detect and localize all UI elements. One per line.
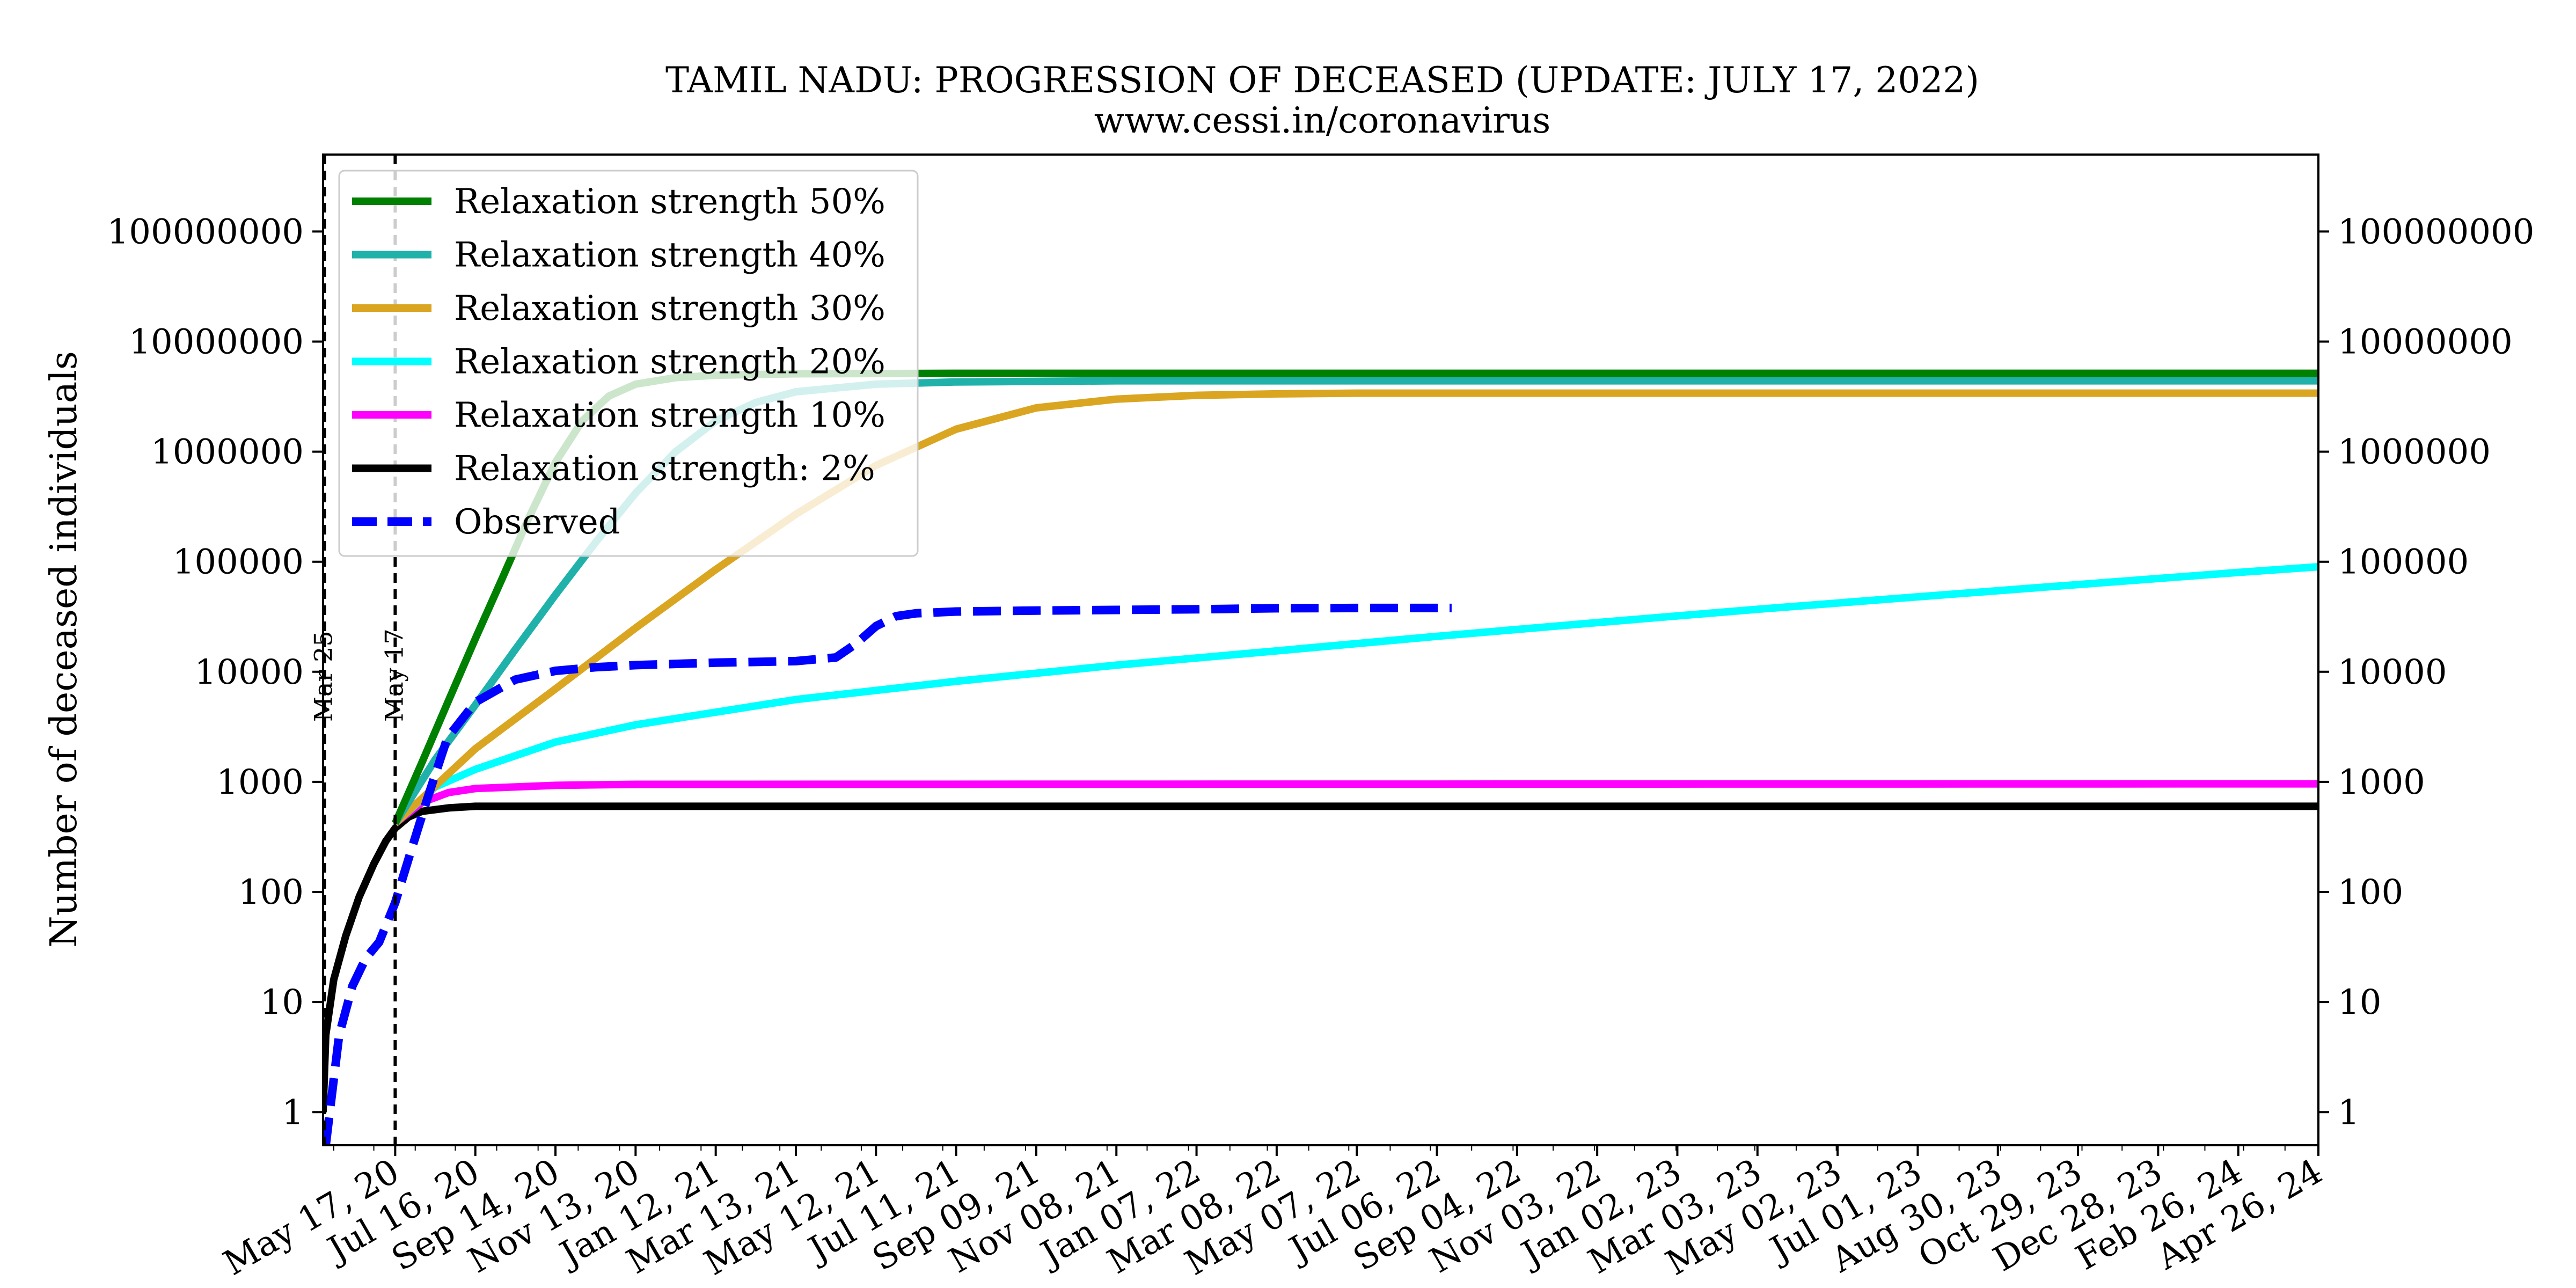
plot-frame [322, 153, 2319, 1146]
legend-label-5: Relaxation strength 10% [454, 396, 885, 435]
legend-label-6: Relaxation strength: 2% [454, 449, 875, 489]
chart-title: TAMIL NADU: PROGRESSION OF DECEASED (UPD… [665, 60, 1979, 101]
y-axis-label: Number of deceased individuals [43, 351, 85, 948]
y-tick-label-right: 100000 [2338, 543, 2469, 582]
legend-box [338, 170, 919, 557]
y-tick-label-left: 1000 [216, 763, 304, 802]
y-tick-label-left: 1 [282, 1093, 304, 1132]
y-tick-label-right: 10 [2338, 983, 2381, 1022]
series-line-4 [392, 563, 2318, 826]
y-tick-label-right: 10000000 [2338, 322, 2513, 362]
series-line-6 [323, 802, 2318, 1113]
legend-label-1: Relaxation strength 50% [454, 182, 885, 222]
y-tick-label-right: 1000 [2338, 763, 2425, 802]
y-tick-label-right: 100000000 [2338, 212, 2534, 252]
vertical-line-label-2: May 17 [379, 628, 408, 722]
y-tick-label-right: 10000 [2338, 653, 2447, 692]
legend: Relaxation strength 50% Relaxation streng… [338, 170, 919, 557]
legend-label-4: Relaxation strength 20% [454, 342, 885, 382]
series-line-7 [323, 603, 1452, 1145]
y-tick-label-left: 100000 [173, 543, 304, 582]
y-tick-label-left: 100 [238, 873, 304, 912]
legend-label-7: Observed [454, 502, 620, 542]
y-tick-label-right: 100 [2338, 873, 2403, 912]
y-tick-label-left: 1000000 [151, 433, 304, 472]
y-tick-label-left: 10 [260, 983, 304, 1022]
legend-label-3: Relaxation strength 30% [454, 289, 885, 328]
y-tick-label-right: 1000000 [2338, 433, 2491, 472]
chart-subtitle: www.cessi.in/coronavirus [1094, 100, 1551, 141]
legend-label-2: Relaxation strength 40% [454, 236, 885, 275]
y-tick-label-left: 10000 [194, 653, 304, 692]
y-tick-label-left: 10000000 [129, 322, 304, 362]
y-tick-label-right: 1 [2338, 1093, 2360, 1132]
y-tick-label-left: 100000000 [107, 212, 304, 252]
